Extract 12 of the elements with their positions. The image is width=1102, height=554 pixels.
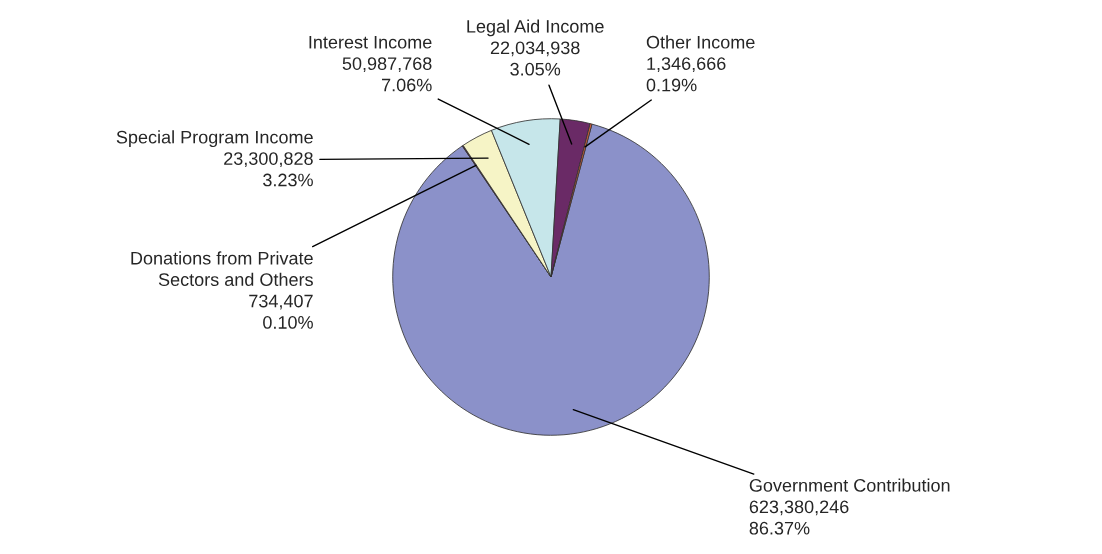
slice-label: Donations from Private Sectors and Others (131, 251, 313, 287)
data-label: 23,300,828 3.23% (224, 152, 313, 187)
data-label: 22,034,938 3.05% (490, 41, 580, 76)
slice-label: Special Program Income (116, 130, 313, 148)
slice-label: Government Contribution (749, 478, 950, 492)
data-label: 1,346,666 0.19% (646, 57, 726, 92)
data-label: 623,380,246 86.37% (749, 500, 849, 535)
slice-label: Other Income (646, 35, 755, 49)
slice-label: Interest Income (309, 35, 432, 49)
data-label: 734,407 0.10% (249, 294, 313, 329)
data-label: 50,987,768 7.06% (342, 57, 432, 92)
slice-label: Legal Aid Income (467, 19, 604, 37)
